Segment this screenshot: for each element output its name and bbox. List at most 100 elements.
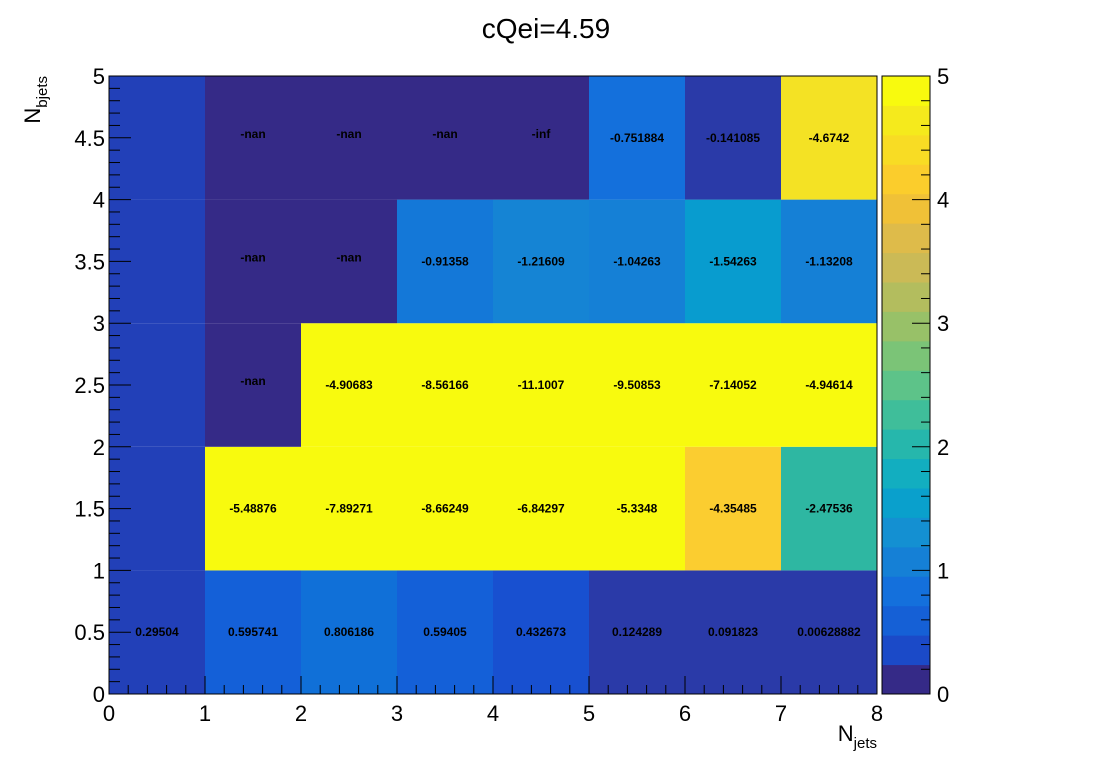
- x-tick-label: 6: [679, 701, 691, 726]
- cell-label: -9.50853: [613, 378, 661, 392]
- cell-label: -7.14052: [709, 378, 757, 392]
- heatmap-cell: [685, 76, 781, 200]
- color-scale-band: [882, 399, 930, 430]
- color-scale-band: [882, 488, 930, 518]
- chart-title: cQei=4.59: [482, 13, 610, 44]
- heatmap-cell: [781, 446, 877, 571]
- heatmap-cell: [781, 199, 877, 324]
- cell-label: -0.91358: [421, 254, 469, 268]
- cell-label: 0.00628882: [797, 625, 861, 639]
- color-scale-label: 5: [937, 64, 949, 89]
- cell-labels: 0.29504 0.595741 0.806186 0.59405 0.432673 0.…: [135, 127, 861, 639]
- color-scale-label: 4: [937, 188, 949, 213]
- cell-label: -4.94614: [805, 378, 853, 392]
- heatmap-cell: [589, 323, 685, 447]
- heatmap-cell: [685, 323, 781, 447]
- heatmap-cell: [685, 570, 781, 694]
- color-scale-label: 2: [937, 435, 949, 460]
- x-tick-label: 8: [871, 701, 883, 726]
- y-tick-label: 5: [93, 64, 105, 89]
- heatmap-cell: [205, 570, 301, 694]
- heatmap-cell: [301, 199, 397, 324]
- y-tick-label: 2: [93, 435, 105, 460]
- color-scale-label: 3: [937, 311, 949, 336]
- y-tick-label: 3.5: [74, 249, 105, 274]
- cell-label: -nan: [240, 127, 265, 141]
- heatmap-cell: [493, 570, 589, 694]
- color-scale-frame: [881, 75, 931, 695]
- x-tick-label: 1: [199, 701, 211, 726]
- heatmap-cell: [301, 446, 397, 571]
- cell-label: -nan: [240, 250, 265, 264]
- color-scale-band: [882, 576, 930, 607]
- cell-label: -1.21609: [517, 254, 565, 268]
- x-tick-label: 4: [487, 701, 499, 726]
- color-scale-band: [882, 223, 930, 254]
- color-scale-band: [882, 429, 930, 460]
- cell-label: -4.90683: [325, 378, 373, 392]
- x-tick-label: 2: [295, 701, 307, 726]
- heatmap-cell: [589, 570, 685, 694]
- cell-label: -11.1007: [518, 378, 565, 392]
- color-scale-band: [882, 282, 930, 312]
- color-scale-band: [882, 635, 930, 666]
- y-axis-title-main: N: [20, 108, 45, 124]
- cell-label: 0.29504: [135, 625, 179, 639]
- color-scale-label: 1: [937, 558, 949, 583]
- y-tick-label: 4.5: [74, 126, 105, 151]
- heatmap-cell: [685, 446, 781, 571]
- heatmap-cell: [685, 199, 781, 324]
- cell-label: -0.751884: [610, 131, 664, 145]
- cell-label: -8.66249: [421, 502, 469, 516]
- cell-label: -1.04263: [613, 254, 661, 268]
- cell-label: -nan: [432, 127, 457, 141]
- heatmap-cell: [493, 76, 589, 200]
- x-axis: 0 1 2 3 4 5 6 7 8: [103, 676, 883, 726]
- color-scale-band: [882, 370, 930, 401]
- color-scale-band: [882, 76, 930, 106]
- y-tick-label: 0.5: [74, 620, 105, 645]
- x-axis-title-sub: jets: [853, 735, 877, 752]
- heatmap-cell: [589, 76, 685, 200]
- cell-label: -nan: [240, 374, 265, 388]
- y-tick-label: 1: [93, 558, 105, 583]
- x-tick-label: 5: [583, 701, 595, 726]
- cell-label: -7.89271: [325, 502, 373, 516]
- cell-label: 0.432673: [516, 625, 566, 639]
- cell-label: 0.124289: [612, 625, 662, 639]
- heatmap-cell: [301, 76, 397, 200]
- x-axis-title-main: N: [838, 721, 854, 746]
- heatmap-cell: [301, 323, 397, 447]
- color-scale-band: [882, 105, 930, 136]
- cell-label: -5.48876: [229, 502, 277, 516]
- cell-label: 0.806186: [324, 625, 374, 639]
- color-scale-bar: 0 1 2 3 4 5: [881, 64, 949, 707]
- heatmap-cell: [781, 570, 877, 694]
- cell-label: -1.13208: [805, 254, 853, 268]
- x-axis-title: Njets: [838, 721, 877, 752]
- color-scale-band: [882, 164, 930, 195]
- heatmap-cell: [397, 323, 493, 447]
- cell-label: -4.35485: [709, 502, 757, 516]
- y-axis: 0 0.5 1 1.5 2 2.5 3 3.5 4 4.5 5: [74, 64, 131, 707]
- heatmap-cell: [205, 446, 301, 571]
- color-scale-band: [882, 193, 930, 224]
- x-tick-label: 0: [103, 701, 115, 726]
- cell-label: -6.84297: [517, 502, 565, 516]
- cell-label: -1.54263: [709, 254, 757, 268]
- heatmap-cell: [781, 76, 877, 200]
- cell-label: -inf: [532, 127, 552, 141]
- color-scale-label: 0: [937, 682, 949, 707]
- heatmap-cell: [205, 323, 301, 447]
- heatmap-cell: [205, 76, 301, 200]
- x-tick-label: 7: [775, 701, 787, 726]
- heatmap-cell: [397, 76, 493, 200]
- cell-label: -5.3348: [617, 502, 658, 516]
- cell-label: -0.141085: [706, 131, 760, 145]
- color-scale-band: [882, 311, 930, 342]
- y-tick-label: 2.5: [74, 373, 105, 398]
- cell-label: 0.59405: [423, 625, 467, 639]
- y-tick-label: 4: [93, 188, 105, 213]
- heatmap-cell: [781, 323, 877, 447]
- y-axis-title: Nbjets: [20, 76, 51, 124]
